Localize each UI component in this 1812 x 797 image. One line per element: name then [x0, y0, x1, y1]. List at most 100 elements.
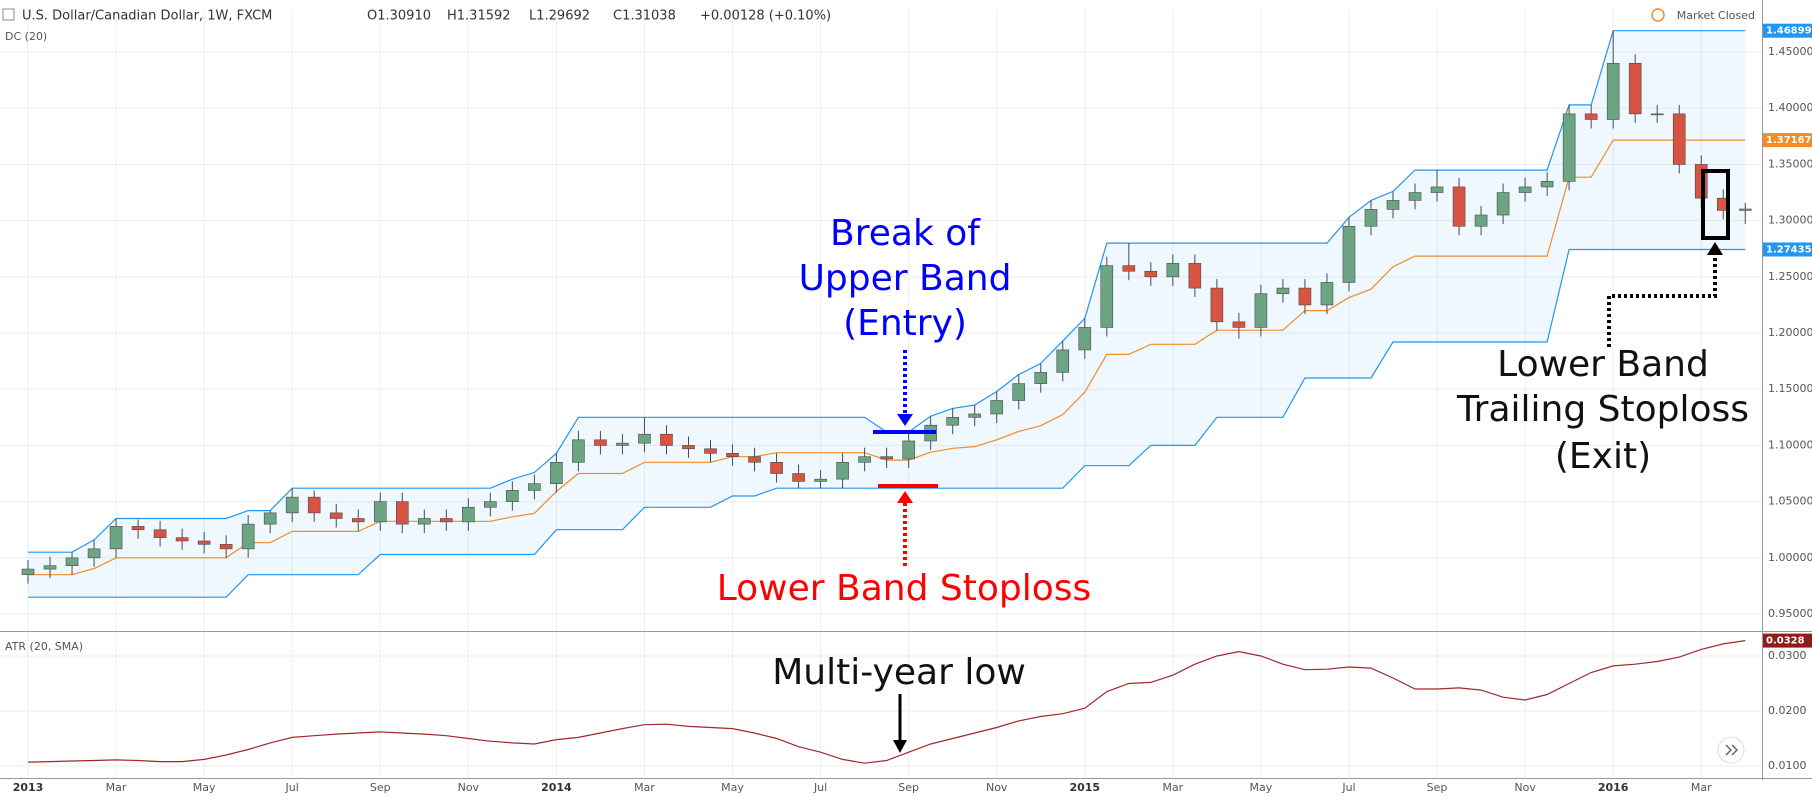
stoploss-note: Lower Band Stoploss: [717, 568, 1092, 609]
candle-body: [1254, 293, 1268, 328]
price-tag-label: 1.27435: [1766, 244, 1812, 255]
x-tick-label: Nov: [1514, 781, 1536, 794]
atr-label: ATR (20, SMA): [5, 640, 83, 653]
y-tick-label: 1.40000: [1768, 101, 1812, 114]
atr-arrowhead: [893, 740, 907, 753]
y-tick-label: 1.15000: [1768, 382, 1812, 395]
x-tick-label: Mar: [634, 781, 655, 794]
candle-body: [1364, 209, 1378, 227]
stoploss-arrowhead: [897, 491, 913, 503]
candle-body: [1342, 225, 1356, 283]
scroll-icon: [1725, 744, 1739, 756]
candle-body: [1584, 113, 1598, 120]
x-tick-label: Jul: [813, 781, 827, 794]
candle-body: [836, 462, 849, 480]
candle-body: [373, 501, 387, 523]
exit-arrow: [1607, 254, 1717, 347]
candle-body: [307, 496, 321, 514]
candle-body: [1320, 282, 1334, 306]
candle-body: [395, 501, 409, 525]
price-tag: [1763, 133, 1812, 148]
candle-body: [1518, 186, 1532, 193]
x-tick-label: May: [193, 781, 216, 794]
entry-arrowhead: [897, 414, 913, 426]
candle-body: [109, 526, 123, 550]
quote-change: +0.00128 (+0.10%): [700, 9, 831, 24]
x-tick-label: Mar: [1162, 781, 1183, 794]
candle-body: [197, 540, 211, 545]
x-tick-label: Jul: [285, 781, 299, 794]
candle-body: [1496, 192, 1510, 216]
candle-body: [153, 529, 167, 538]
quote-close: C1.31038: [613, 9, 676, 24]
candle-body: [550, 462, 563, 484]
band-fill: [28, 30, 1746, 598]
candle-body: [528, 483, 541, 491]
y-tick-label: 1.30000: [1768, 214, 1812, 227]
exit-arrowhead: [1707, 242, 1723, 255]
entry-note: Upper Band: [799, 258, 1012, 299]
exit-note: Trailing Stoploss: [1456, 389, 1749, 430]
candle-body: [770, 462, 783, 474]
candle-body: [263, 512, 277, 525]
annotation-layer: U.S. Dollar/Canadian Dollar, 1W, FXCM O1…: [2, 8, 1755, 764]
price-tag-label: 1.37167: [1766, 135, 1812, 146]
candle-body: [506, 490, 519, 502]
candle-body: [65, 557, 79, 567]
x-tick-label: 2015: [1069, 781, 1100, 794]
candle-body: [417, 518, 431, 525]
candle-body: [638, 433, 651, 444]
x-tick-label: Sep: [1427, 781, 1448, 794]
y-tick-label: 0.95000: [1768, 607, 1812, 620]
candle-body: [1232, 321, 1246, 328]
band-line: [28, 248, 1746, 598]
price-tag-label: 1.46899: [1766, 26, 1812, 37]
candle-body: [1078, 327, 1092, 351]
symbol-title: U.S. Dollar/Canadian Dollar, 1W, FXCM: [22, 9, 272, 24]
candle-body: [1276, 287, 1290, 295]
x-tick-label: Mar: [106, 781, 127, 794]
candle-body: [1650, 113, 1664, 116]
exit-note: (Exit): [1555, 436, 1651, 477]
x-tick-label: Nov: [458, 781, 480, 794]
candle-body: [1034, 372, 1048, 384]
candle-body: [21, 568, 35, 576]
candle-body: [241, 523, 255, 550]
candle-body: [351, 518, 365, 523]
candle-body: [440, 518, 453, 523]
candle-body: [704, 448, 717, 454]
candle-body: [219, 544, 233, 550]
candle-body: [858, 456, 871, 463]
candle-body: [329, 512, 343, 519]
y-tick-label: 0.0300: [1768, 649, 1807, 662]
market-status: Market Closed: [1677, 9, 1755, 22]
candle-body: [1474, 214, 1488, 227]
y-tick-label: 1.45000: [1768, 45, 1812, 58]
atr-note: Multi-year low: [772, 652, 1026, 693]
candle-body: [43, 565, 57, 570]
candle-body: [1452, 186, 1466, 227]
x-tick-label: 2013: [13, 781, 44, 794]
x-tick-label: Nov: [986, 781, 1008, 794]
x-tick-label: Sep: [898, 781, 919, 794]
price-tag: [1763, 23, 1812, 38]
candle-body: [990, 400, 1004, 415]
candle-body: [814, 478, 827, 482]
status-icon: [1651, 8, 1665, 22]
candle-body: [1298, 287, 1312, 306]
candle-body: [792, 473, 805, 482]
entry-note: Break of: [830, 213, 981, 254]
price-tag: [1763, 242, 1812, 257]
quote-open: O1.30910: [367, 9, 431, 24]
y-tick-label: 1.00000: [1768, 551, 1812, 564]
candle-body: [462, 506, 475, 523]
candle-body: [1056, 349, 1070, 373]
candle-body: [1188, 263, 1202, 289]
exit-box: [1701, 169, 1730, 240]
candle-body: [1408, 192, 1422, 201]
candle-body: [946, 417, 959, 426]
candle-body: [902, 440, 915, 460]
candle-body: [1606, 62, 1620, 120]
collapse-icon[interactable]: [2, 8, 15, 21]
